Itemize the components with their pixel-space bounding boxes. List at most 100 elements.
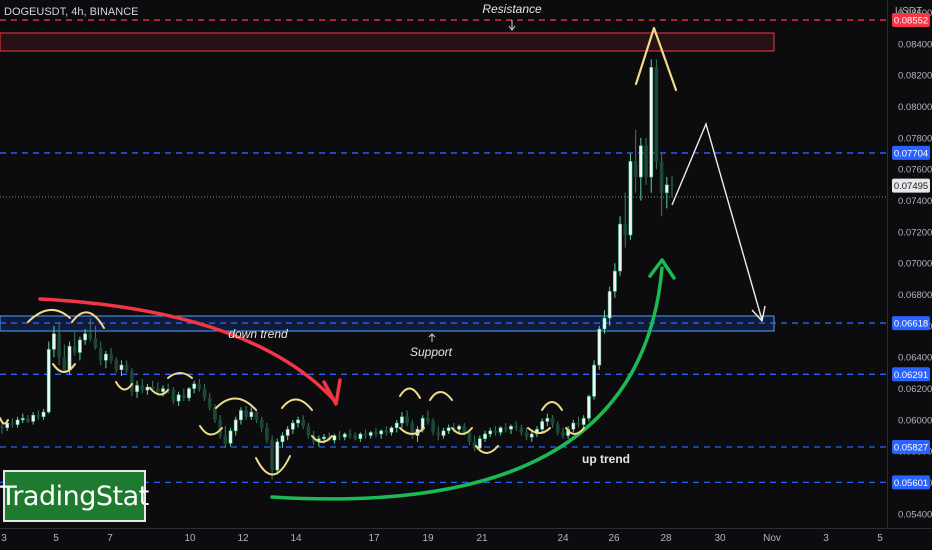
currency-label: USDT [895, 6, 922, 17]
price-badge-1 [892, 145, 930, 160]
candle-body [322, 436, 326, 439]
price-badge-text: 0.08552 [894, 16, 928, 27]
price-badge-5 [892, 475, 930, 490]
candle-body [280, 435, 285, 443]
candle-body [602, 317, 607, 330]
candle [301, 415, 306, 430]
time-tick-label: 5 [877, 533, 883, 544]
candle [431, 418, 435, 436]
price-tick-label: 0.06200 [898, 384, 932, 395]
candle [0, 421, 4, 434]
candle [446, 424, 451, 434]
candle [597, 325, 602, 370]
candle [213, 404, 217, 424]
candle [405, 410, 409, 427]
candle-body [384, 430, 389, 433]
candle [436, 426, 441, 441]
candle [358, 432, 363, 442]
last-price-badge [892, 178, 930, 193]
candle-body [472, 441, 477, 449]
candle-body [342, 433, 347, 438]
price-badge-3 [892, 367, 930, 382]
candle [670, 175, 674, 198]
price-badge-text: 0.07704 [894, 148, 928, 159]
resistance-pointer [508, 20, 516, 31]
candle [93, 325, 98, 350]
candle-body [72, 346, 77, 353]
candle [550, 415, 555, 428]
price-tick-label: 0.07800 [898, 133, 932, 144]
candle [394, 419, 399, 433]
candle [135, 380, 139, 398]
peak-highlight [634, 26, 678, 92]
candle-body [597, 328, 602, 366]
candle-body [176, 394, 181, 402]
candle [109, 347, 113, 364]
candle-body [389, 427, 394, 433]
candle-body [119, 364, 124, 371]
candle-body [638, 145, 643, 178]
candle-body [664, 184, 669, 193]
candle-body [426, 418, 430, 422]
time-tick-label: 28 [660, 533, 672, 544]
candle-body [202, 388, 207, 399]
candle [62, 344, 67, 373]
candle [36, 410, 41, 420]
price-tick-label: 0.08000 [898, 102, 932, 113]
candle [239, 407, 243, 425]
candle [379, 429, 384, 439]
resistance-zone [0, 32, 775, 52]
candle-body [124, 364, 129, 372]
uptrend-arrowhead [648, 258, 676, 280]
resistance-label: Resistance [482, 2, 542, 16]
candle [41, 408, 46, 420]
candle [254, 408, 259, 424]
candle [15, 416, 20, 428]
candle-body [374, 432, 378, 435]
candle [114, 357, 119, 373]
candle-body [114, 360, 119, 371]
candle-body [649, 67, 654, 178]
candle-body [109, 353, 113, 361]
price-tick-label: 0.06800 [898, 290, 932, 301]
candle [498, 426, 503, 436]
candle [607, 286, 612, 326]
candle-body [670, 184, 674, 187]
time-tick-label: 26 [608, 533, 620, 544]
candle [649, 59, 654, 193]
candle [509, 424, 513, 434]
candle-body [228, 430, 233, 444]
candle [576, 416, 581, 428]
candle-body [581, 418, 586, 425]
candle-body [98, 347, 103, 361]
candle [265, 423, 269, 444]
candle [659, 153, 664, 217]
candle [52, 325, 56, 358]
candle-body [213, 407, 217, 421]
candle-body [410, 422, 415, 436]
candle-body [498, 427, 503, 433]
candle [10, 418, 15, 428]
candle [285, 426, 290, 441]
support-label: Support [410, 345, 453, 359]
candle-body [161, 388, 165, 392]
candle-body [561, 432, 565, 436]
candle-body [337, 435, 342, 438]
level-lines [0, 19, 887, 484]
candle [88, 318, 93, 342]
candle [613, 263, 617, 298]
candle [124, 360, 129, 373]
candle [72, 332, 77, 356]
candle [644, 137, 648, 185]
candle-body [363, 433, 368, 436]
candle [332, 433, 337, 444]
time-axis[interactable]: 3 5 7 10 12 14 17 19 21 24 26 28 30 Nov 3 5 [1, 533, 883, 544]
candle-body [57, 333, 61, 358]
candle-body [52, 333, 56, 350]
candle [306, 423, 311, 439]
price-tick-label: 0.07200 [898, 227, 932, 238]
candle [46, 341, 51, 414]
time-tick-label: 10 [184, 533, 196, 544]
candle-body [223, 435, 228, 444]
